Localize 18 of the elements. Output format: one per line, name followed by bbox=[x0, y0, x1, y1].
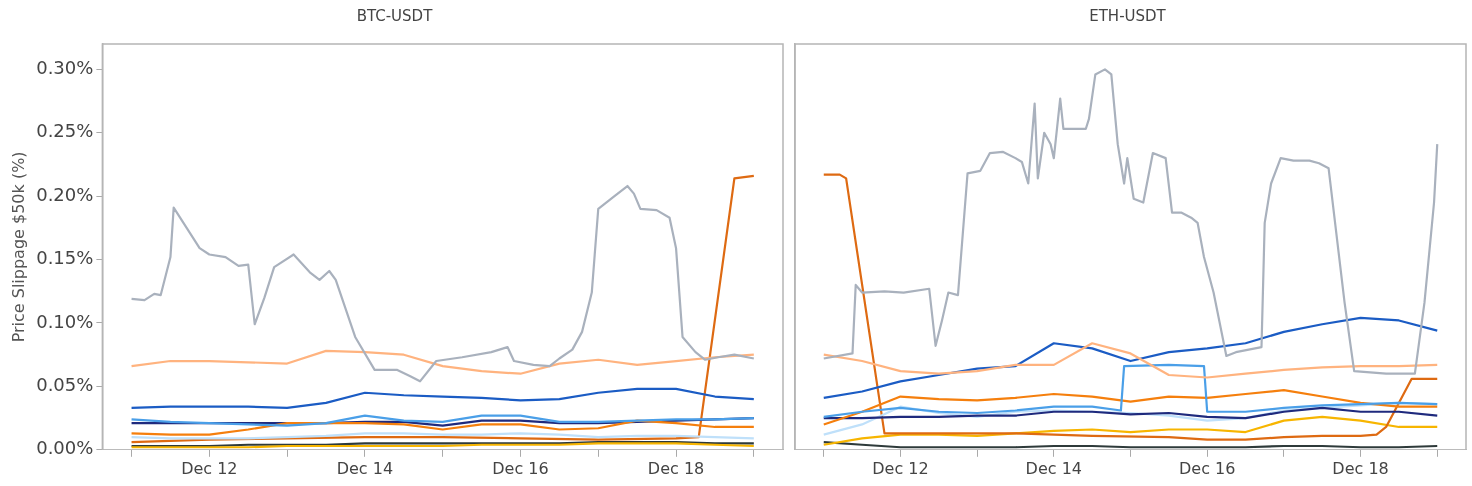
x-tick-label: Dec 18 bbox=[647, 458, 705, 478]
chart-title: BTC-USDT bbox=[356, 6, 434, 25]
y-tick-label: 0.05% bbox=[36, 374, 94, 396]
y-tick-label: 0.00% bbox=[36, 437, 94, 459]
chart-title: ETH-USDT bbox=[1089, 6, 1167, 25]
y-tick-label: 0.20% bbox=[36, 183, 94, 205]
x-tick-label: Dec 16 bbox=[1178, 458, 1236, 478]
y-tick-label: 0.30% bbox=[36, 57, 94, 79]
x-tick-label: Dec 14 bbox=[336, 458, 394, 478]
x-tick-label: Dec 18 bbox=[1332, 458, 1389, 478]
x-tick-label: Dec 12 bbox=[181, 458, 238, 478]
x-tick-label: Dec 16 bbox=[492, 458, 549, 478]
y-tick-label: 0.15% bbox=[36, 247, 94, 269]
x-tick-label: Dec 12 bbox=[872, 458, 929, 478]
x-tick-label: Dec 14 bbox=[1025, 458, 1083, 478]
y-tick-label: 0.10% bbox=[36, 310, 94, 332]
y-axis-title: Price Slippage $50k (%) bbox=[8, 151, 28, 343]
y-tick-label: 0.25% bbox=[36, 120, 94, 142]
